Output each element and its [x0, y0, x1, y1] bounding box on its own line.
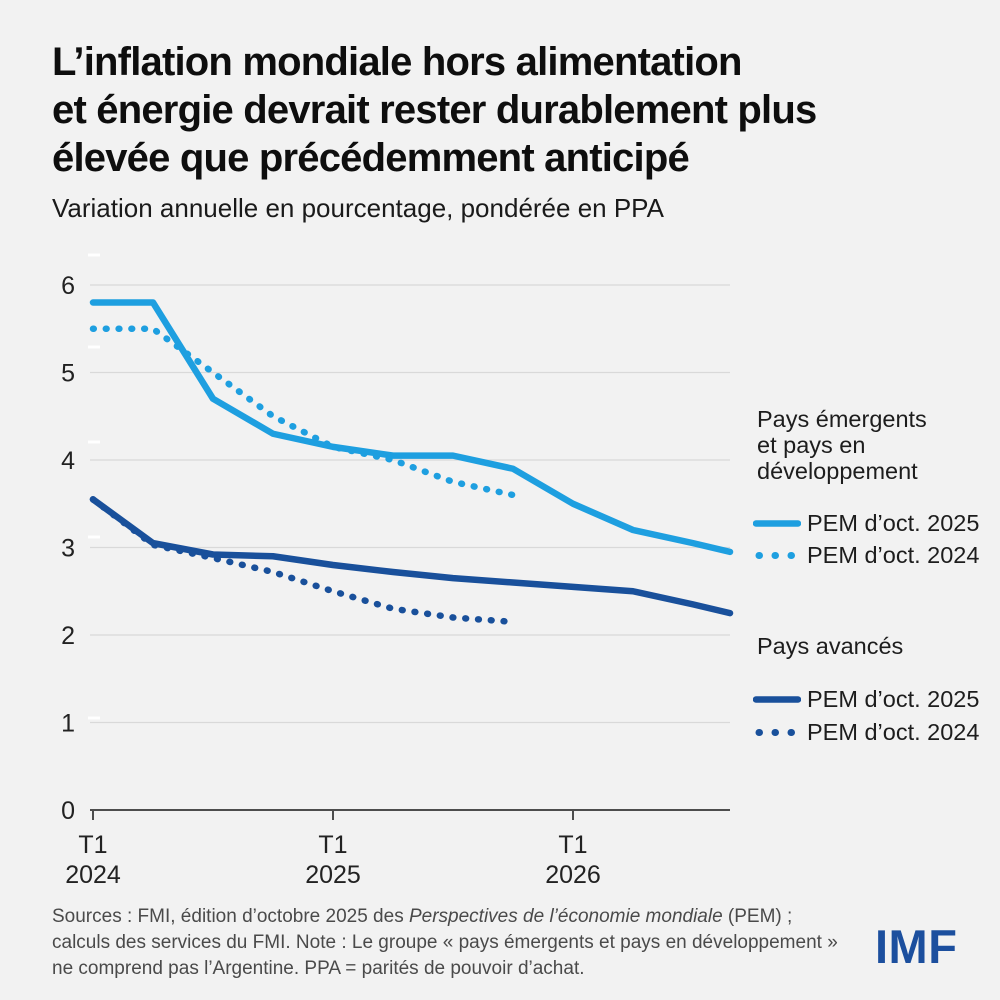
y-axis-label-1: 1: [61, 710, 75, 738]
source-note-line1: Sources : FMI, édition d’octobre 2025 de…: [52, 904, 902, 930]
chart-title-line3: élevée que précédemment anticipé: [52, 136, 690, 180]
x-axis-label-year-2025: 2025: [305, 861, 361, 889]
legend-item-ae-2024: PEM d’oct. 2024: [753, 719, 979, 745]
y-axis-label-3: 3: [61, 535, 75, 563]
chart-title-line1: L’inflation mondiale hors alimentation: [52, 40, 742, 84]
x-axis-label-year-2026: 2026: [545, 861, 601, 889]
y-axis-label-0: 0: [61, 797, 75, 825]
series-line-2-solid: [89, 496, 734, 617]
x-axis-label-quarter-2024: T1: [78, 831, 107, 859]
legend-item-label: PEM d’oct. 2024: [807, 541, 980, 568]
source-text-italic: Perspectives de l’économie mondiale: [408, 906, 723, 927]
source-text: (PEM) ;: [722, 906, 793, 927]
imf-logo: IMF: [875, 920, 958, 973]
series-line-1-dotted: [89, 325, 517, 499]
chart-title-line2: et énergie devrait rester durablement pl…: [52, 88, 817, 132]
legend-item-label: PEM d’oct. 2025: [807, 685, 980, 712]
source-note-line3: ne comprend pas l’Argentine. PPA = parit…: [52, 958, 585, 979]
x-axis-label-year-2024: 2024: [65, 861, 121, 889]
y-axis-label-4: 4: [61, 447, 75, 475]
solid-line-swatch-icon: [753, 695, 801, 703]
chart-subtitle: Variation annuelle en pourcentage, pondé…: [52, 193, 664, 223]
series-line-3-dotted: [89, 496, 517, 626]
y-axis-label-2: 2: [61, 622, 75, 650]
legend-emde-title-line3: développement: [757, 458, 918, 484]
y-axis-label-5: 5: [61, 360, 75, 388]
legend-group-emde-title: Pays émergents et pays en développement: [757, 406, 927, 484]
legend-item-emde-2025: PEM d’oct. 2025: [753, 510, 979, 536]
source-note: Sources : FMI, édition d’octobre 2025 de…: [52, 904, 902, 982]
legend-emde-title-line2: et pays en: [757, 432, 866, 458]
legend-group-ae-title: Pays avancés: [757, 633, 903, 659]
x-axis-label-quarter-2026: T1: [558, 831, 587, 859]
legend-item-label: PEM d’oct. 2025: [807, 509, 980, 536]
dotted-line-swatch-icon: [755, 551, 801, 559]
source-note-line2: calculs des services du FMI. Note : Le g…: [52, 932, 838, 953]
x-axis-label-quarter-2025: T1: [318, 831, 347, 859]
legend-item-ae-2025: PEM d’oct. 2025: [753, 686, 979, 712]
solid-line-swatch-icon: [753, 519, 801, 527]
series-line-0-solid: [89, 299, 734, 556]
legend-item-emde-2024: PEM d’oct. 2024: [753, 542, 979, 568]
dotted-line-swatch-icon: [755, 728, 801, 736]
legend-ae-title-line1: Pays avancés: [757, 633, 904, 659]
source-text: Sources : FMI, édition d’octobre 2025 de…: [52, 906, 409, 927]
y-axis-label-6: 6: [61, 272, 75, 300]
legend-emde-title-line1: Pays émergents: [757, 406, 927, 432]
chart-title: L’inflation mondiale hors alimentation e…: [52, 38, 982, 182]
legend-item-label: PEM d’oct. 2024: [807, 718, 980, 745]
